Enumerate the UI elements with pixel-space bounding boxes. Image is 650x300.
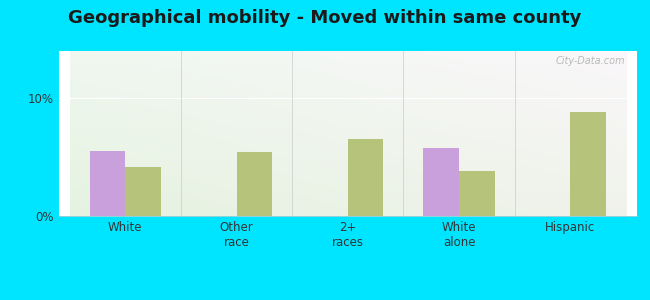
Text: City-Data.com: City-Data.com: [556, 56, 625, 66]
Bar: [348, 140, 383, 216]
Bar: [423, 148, 459, 216]
Bar: [459, 171, 495, 216]
Bar: [237, 152, 272, 216]
Bar: [125, 167, 161, 216]
Bar: [570, 112, 606, 216]
Bar: [90, 151, 125, 216]
Text: Geographical mobility - Moved within same county: Geographical mobility - Moved within sam…: [68, 9, 582, 27]
